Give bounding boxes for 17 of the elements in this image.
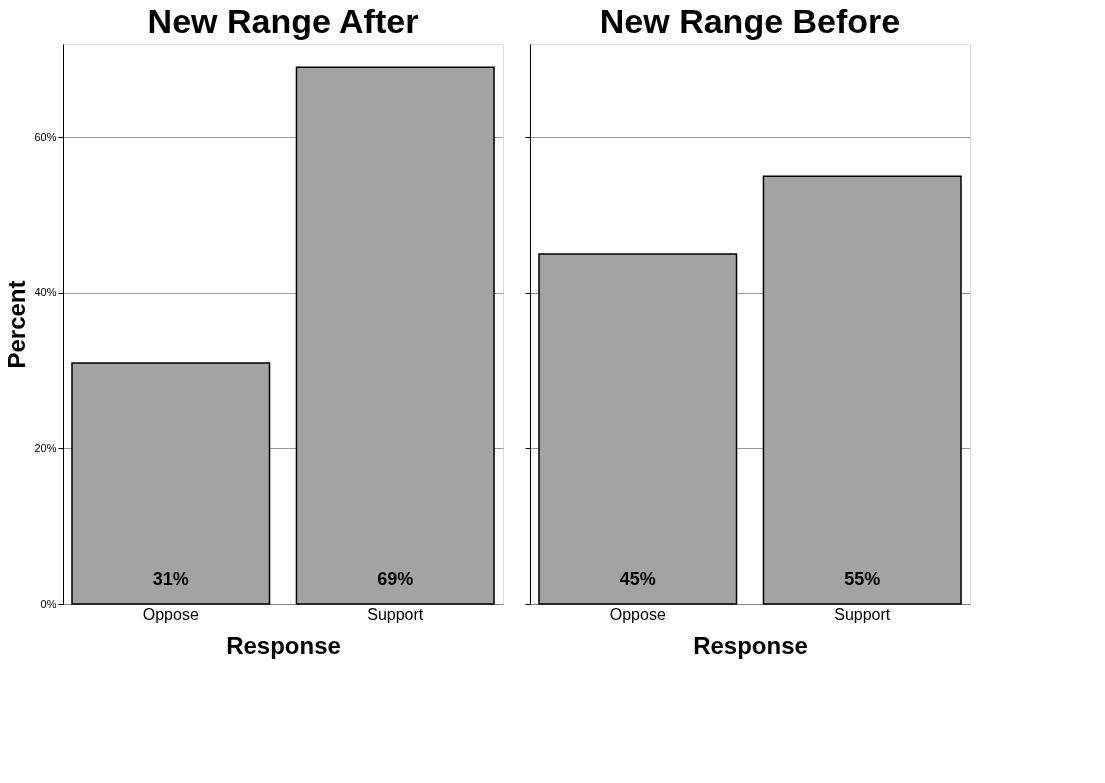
y-tick-label: 40% (34, 286, 57, 299)
x-tick-label: Support (367, 605, 424, 623)
x-tick-label: Oppose (142, 605, 199, 623)
x-axis-title: Response (226, 631, 341, 659)
x-tick-label: Support (834, 605, 891, 623)
x-tick-label: Oppose (609, 605, 666, 623)
y-tick-label: 0% (40, 597, 57, 610)
x-axis-title: Response (693, 631, 808, 659)
data-label: 55% (844, 569, 881, 589)
y-axis-title: Percent (3, 280, 31, 369)
data-label: 31% (152, 569, 189, 589)
y-tick-label: 20% (34, 441, 57, 454)
data-label: 69% (377, 569, 414, 589)
chart-title: New Range Before (599, 2, 901, 40)
data-label: 45% (619, 569, 656, 589)
chart-title: New Range After (147, 2, 419, 40)
y-tick-label: 60% (34, 130, 57, 143)
